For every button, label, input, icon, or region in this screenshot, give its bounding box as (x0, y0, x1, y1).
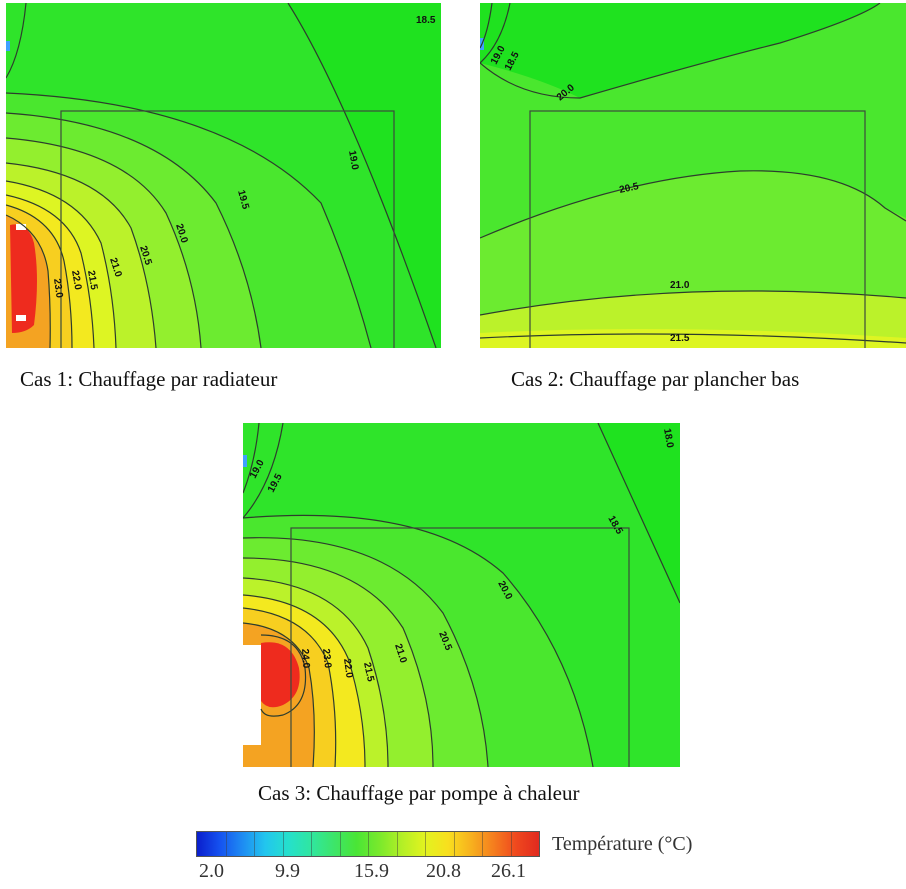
legend-divider (282, 832, 284, 856)
legend-divider (225, 832, 227, 856)
contour-lines (243, 423, 680, 767)
legend-divider (339, 832, 341, 856)
legend-tick: 26.1 (491, 860, 526, 882)
caption-case-3: Cas 3: Chauffage par pompe à chaleur (258, 781, 580, 805)
contour-label: 24.0 (299, 648, 311, 669)
legend-tick: 15.9 (354, 860, 389, 882)
room-outline (60, 110, 395, 348)
caption-case-2: Cas 2: Chauffage par plancher bas (511, 367, 800, 391)
contour-lines (480, 3, 906, 344)
radiator-marker-top (16, 224, 26, 230)
contour-label: 22.0 (341, 658, 355, 679)
legend-divider (254, 832, 255, 856)
room-outline (529, 110, 866, 348)
heat-pump-unit (243, 645, 261, 745)
contour-label: 19.5 (235, 189, 251, 211)
legend-tick: 20.8 (426, 860, 461, 882)
legend-divider (482, 832, 483, 856)
room-outline (290, 527, 630, 767)
contour-plot-heat-pump: 18.0 18.5 19.0 19.5 20.0 20.5 21.0 21.5 … (243, 423, 680, 767)
band-21-5 (480, 329, 906, 348)
contour-label: 23.0 (51, 278, 65, 299)
contour-plot-floor-heating-svg: 19.0 18.5 20.0 20.5 21.0 21.5 (480, 3, 906, 348)
heat-pump-hot-zone (261, 642, 300, 708)
legend-divider (396, 832, 398, 856)
window-marker (243, 455, 247, 467)
color-legend-bar (196, 831, 540, 857)
contour-label: 21.0 (670, 280, 690, 291)
contour-label: 21.5 (85, 270, 99, 292)
contour-label: 18.0 (661, 428, 675, 450)
contour-label: 20.5 (618, 181, 640, 196)
contour-label: 19.0 (346, 150, 360, 172)
legend-divider (368, 832, 369, 856)
legend-divider (311, 832, 312, 856)
contour-label: 22.0 (69, 270, 83, 292)
legend-tick: 2.0 (199, 860, 224, 882)
contour-plot-heat-pump-svg: 18.0 18.5 19.0 19.5 20.0 20.5 21.0 21.5 … (243, 423, 680, 767)
radiator-hot-zone (10, 224, 37, 333)
radiator-marker-bottom (16, 315, 26, 321)
caption-case-1: Cas 1: Chauffage par radiateur (20, 367, 278, 391)
legend-divider (453, 832, 455, 856)
contour-plot-radiator-svg: 18.5 19.0 19.5 20.0 20.5 21.0 21.5 22.0 … (6, 3, 441, 348)
contour-label: 23.0 (320, 648, 333, 669)
contour-lines (6, 3, 437, 348)
contour-plot-radiator: 18.5 19.0 19.5 20.0 20.5 21.0 21.5 22.0 … (6, 3, 441, 348)
contour-label: 21.5 (361, 661, 376, 683)
contour-label: 18.5 (416, 15, 436, 26)
legend-tick: 9.9 (275, 860, 300, 882)
contour-plot-floor-heating: 19.0 18.5 20.0 20.5 21.0 21.5 (480, 3, 906, 348)
legend-title: Température (°C) (552, 833, 693, 855)
legend-divider (425, 832, 426, 856)
window-marker (6, 41, 10, 51)
contour-label: 21.5 (670, 333, 690, 344)
legend-divider (510, 832, 512, 856)
